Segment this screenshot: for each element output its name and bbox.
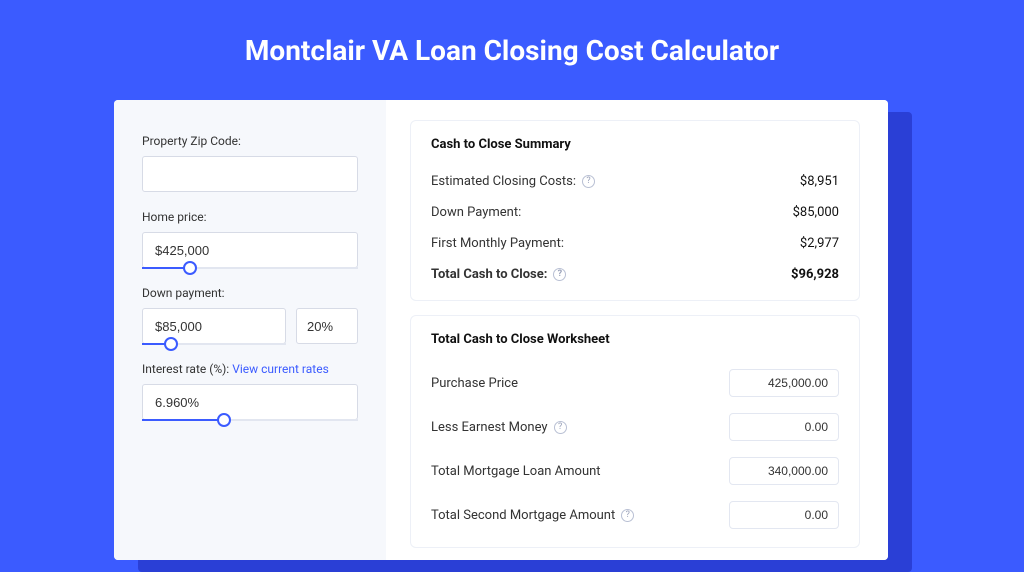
inputs-panel: Property Zip Code: Home price: Down paym… bbox=[114, 100, 386, 560]
worksheet-row-label: Less Earnest Money ? bbox=[431, 420, 567, 435]
summary-total-label: Total Cash to Close: ? bbox=[431, 267, 566, 282]
summary-total-row: Total Cash to Close: ? $96,928 bbox=[431, 259, 839, 290]
view-rates-link[interactable]: View current rates bbox=[232, 362, 329, 376]
summary-row-label: Down Payment: bbox=[431, 205, 521, 220]
earnest-money-input[interactable] bbox=[729, 413, 839, 441]
down-payment-thumb[interactable] bbox=[164, 337, 178, 351]
worksheet-row-label: Total Mortgage Loan Amount bbox=[431, 464, 601, 479]
worksheet-card: Total Cash to Close Worksheet Purchase P… bbox=[410, 315, 860, 548]
down-payment-row bbox=[142, 308, 358, 344]
page-title: Montclair VA Loan Closing Cost Calculato… bbox=[0, 0, 1024, 95]
summary-title: Cash to Close Summary bbox=[431, 137, 839, 152]
ws-label-text: Total Mortgage Loan Amount bbox=[431, 464, 601, 479]
ws-label-text: Total Second Mortgage Amount bbox=[431, 508, 615, 523]
zip-group: Property Zip Code: bbox=[142, 134, 358, 192]
rate-group: Interest rate (%): View current rates bbox=[142, 362, 358, 420]
summary-row-value: $8,951 bbox=[800, 174, 839, 189]
ws-label-text: Less Earnest Money bbox=[431, 420, 548, 435]
worksheet-title: Total Cash to Close Worksheet bbox=[431, 332, 839, 347]
help-icon[interactable]: ? bbox=[582, 175, 595, 188]
down-payment-input[interactable] bbox=[142, 308, 286, 344]
summary-card: Cash to Close Summary Estimated Closing … bbox=[410, 120, 860, 301]
rate-fill bbox=[142, 419, 224, 421]
down-payment-label: Down payment: bbox=[142, 286, 358, 300]
home-price-label: Home price: bbox=[142, 210, 358, 224]
worksheet-row-label: Total Second Mortgage Amount ? bbox=[431, 508, 634, 523]
summary-row-value: $85,000 bbox=[793, 205, 839, 220]
worksheet-row: Total Mortgage Loan Amount bbox=[431, 449, 839, 493]
worksheet-row: Less Earnest Money ? bbox=[431, 405, 839, 449]
home-price-slider-wrap bbox=[142, 232, 358, 268]
summary-label-text: Down Payment: bbox=[431, 205, 521, 220]
summary-label-text: First Monthly Payment: bbox=[431, 236, 564, 251]
help-icon[interactable]: ? bbox=[554, 421, 567, 434]
summary-row: First Monthly Payment: $2,977 bbox=[431, 228, 839, 259]
summary-row: Down Payment: $85,000 bbox=[431, 197, 839, 228]
summary-total-value: $96,928 bbox=[791, 267, 839, 282]
summary-label-text: Estimated Closing Costs: bbox=[431, 174, 576, 189]
help-icon[interactable]: ? bbox=[621, 509, 634, 522]
mortgage-loan-input[interactable] bbox=[729, 457, 839, 485]
summary-total-label-text: Total Cash to Close: bbox=[431, 267, 547, 282]
second-mortgage-input[interactable] bbox=[729, 501, 839, 529]
zip-input[interactable] bbox=[142, 156, 358, 192]
rate-input[interactable] bbox=[142, 384, 358, 420]
worksheet-row-label: Purchase Price bbox=[431, 376, 518, 391]
zip-label: Property Zip Code: bbox=[142, 134, 358, 148]
ws-label-text: Purchase Price bbox=[431, 376, 518, 391]
calculator-card: Property Zip Code: Home price: Down paym… bbox=[114, 100, 888, 560]
rate-slider-wrap bbox=[142, 384, 358, 420]
summary-row: Estimated Closing Costs: ? $8,951 bbox=[431, 166, 839, 197]
home-price-thumb[interactable] bbox=[183, 261, 197, 275]
help-icon[interactable]: ? bbox=[553, 268, 566, 281]
purchase-price-input[interactable] bbox=[729, 369, 839, 397]
worksheet-row: Purchase Price bbox=[431, 361, 839, 405]
rate-thumb[interactable] bbox=[217, 413, 231, 427]
down-payment-slider-wrap bbox=[142, 308, 286, 344]
results-panel: Cash to Close Summary Estimated Closing … bbox=[386, 100, 888, 560]
down-payment-group: Down payment: bbox=[142, 286, 358, 344]
worksheet-row: Total Second Mortgage Amount ? bbox=[431, 493, 839, 537]
summary-row-label: Estimated Closing Costs: ? bbox=[431, 174, 595, 189]
summary-row-label: First Monthly Payment: bbox=[431, 236, 564, 251]
home-price-group: Home price: bbox=[142, 210, 358, 268]
home-price-input[interactable] bbox=[142, 232, 358, 268]
rate-label-text: Interest rate (%): bbox=[142, 362, 232, 376]
down-payment-pct-input[interactable] bbox=[296, 308, 358, 344]
rate-label: Interest rate (%): View current rates bbox=[142, 362, 358, 376]
summary-row-value: $2,977 bbox=[800, 236, 839, 251]
